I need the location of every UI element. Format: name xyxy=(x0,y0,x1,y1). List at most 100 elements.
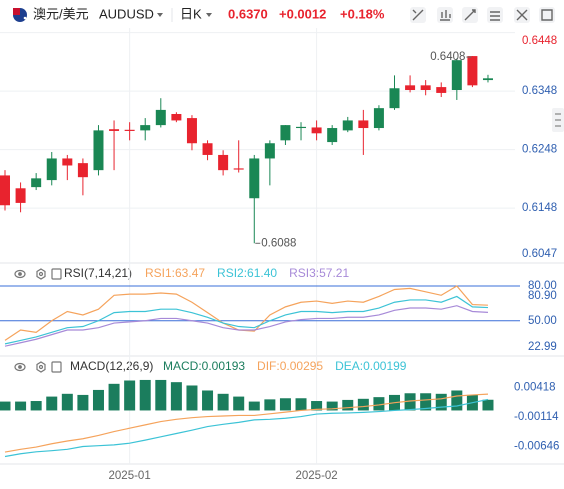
macd-bar xyxy=(92,389,104,411)
macd-bar xyxy=(451,390,463,411)
dropdown-arrow[interactable] xyxy=(157,13,163,17)
reference-label: 80.00 xyxy=(528,280,557,292)
x-tick-label: 2025-01 xyxy=(109,470,151,482)
candle-body xyxy=(233,168,244,170)
macd-icons[interactable] xyxy=(14,361,62,373)
candle-body xyxy=(436,87,447,93)
high-annotation: 0.6408 xyxy=(430,51,465,63)
candle-body xyxy=(327,128,338,143)
candle-body xyxy=(31,178,42,188)
macd-bar xyxy=(217,393,229,411)
legend-entry: RSI3:57.21 xyxy=(289,266,349,280)
y-tick-label: 0.6448 xyxy=(522,35,557,47)
macd-bar xyxy=(155,379,167,411)
tool-icon xyxy=(412,9,424,21)
macd-bar xyxy=(30,401,42,411)
macd-bar xyxy=(124,380,136,411)
macd-bar xyxy=(202,390,214,411)
candle-body xyxy=(202,143,213,155)
macd-bar xyxy=(295,398,307,411)
candle-body xyxy=(420,85,431,91)
reference-label: 50.00 xyxy=(528,315,557,327)
candle-body xyxy=(296,126,307,129)
tool-button[interactable] xyxy=(437,7,453,23)
rsi-line xyxy=(4,305,489,347)
toolbar xyxy=(410,7,555,23)
tool-icon xyxy=(490,11,500,21)
legend-entry: DIF:0.00295 xyxy=(257,359,323,373)
y-tick-label: 0.6047 xyxy=(522,248,557,260)
macd-bar xyxy=(46,396,58,411)
rsi-line xyxy=(4,295,489,345)
y-tick-label: -0.00646 xyxy=(514,440,559,452)
macd-bar xyxy=(186,385,198,411)
candle-body xyxy=(311,127,322,134)
rsi-icons[interactable] xyxy=(14,268,62,280)
y-tick-label: 22.99 xyxy=(528,341,557,353)
tool-button[interactable] xyxy=(539,7,555,23)
legend-entry: DEA:0.00199 xyxy=(335,359,407,373)
macd-bar xyxy=(264,399,276,411)
macd-bar xyxy=(435,393,447,411)
candle-body xyxy=(373,108,384,129)
candle-body xyxy=(155,109,166,126)
macd-bar xyxy=(233,396,245,411)
flag-icon xyxy=(13,8,27,22)
pair-name[interactable]: 澳元/美元 xyxy=(33,6,89,21)
macd-bar xyxy=(326,401,338,411)
dropdown-arrow[interactable] xyxy=(206,13,212,17)
candle-body xyxy=(140,125,151,131)
tool-icon xyxy=(464,9,476,21)
macd-bar xyxy=(108,383,120,411)
macd-bar xyxy=(482,399,494,411)
macd-bar xyxy=(404,393,416,411)
candle-body xyxy=(171,113,182,121)
macd-bar xyxy=(77,394,89,411)
macd-bar xyxy=(420,393,432,411)
candle-body xyxy=(264,143,275,159)
y-tick-label: 80.90 xyxy=(528,290,557,302)
macd-line xyxy=(4,393,489,453)
legend-entry: RSI2:61.40 xyxy=(217,266,277,280)
candle-body xyxy=(186,118,197,144)
macd-bar xyxy=(311,401,323,411)
macd-bar xyxy=(170,382,182,411)
macd-line xyxy=(4,398,489,458)
candle-body xyxy=(358,120,369,129)
macd-bar xyxy=(373,397,385,411)
macd-bar xyxy=(139,379,151,411)
low-annotation: 0.6088 xyxy=(261,237,296,249)
macd-bar xyxy=(0,401,11,411)
tool-icon xyxy=(440,10,451,21)
symbol[interactable]: AUDUSD xyxy=(99,6,154,21)
candle-body xyxy=(218,154,229,171)
candle-body xyxy=(280,125,291,141)
macd-bar xyxy=(15,401,27,411)
tool-button[interactable] xyxy=(487,7,503,23)
candle-body xyxy=(93,130,104,171)
x-tick-label: 2025-02 xyxy=(295,470,337,482)
candle-body xyxy=(482,78,493,81)
macd-bar xyxy=(342,399,354,411)
macd-bar xyxy=(357,398,369,411)
tool-icon xyxy=(541,9,553,21)
price-change: +0.0012 xyxy=(279,6,326,21)
candle-body xyxy=(77,163,88,178)
period[interactable]: 日K xyxy=(180,6,202,21)
candle-body xyxy=(109,129,120,131)
candle-body xyxy=(62,158,73,166)
y-tick-label: 0.00418 xyxy=(514,381,556,393)
candle-body xyxy=(451,60,462,91)
candle-body xyxy=(124,129,135,131)
tool-icon xyxy=(516,9,528,21)
candle-body xyxy=(0,175,10,206)
price-change-pct: +0.18% xyxy=(340,6,385,21)
side-button[interactable] xyxy=(552,108,564,132)
rsi-line xyxy=(4,285,489,341)
candle-body xyxy=(249,158,260,199)
rsi-title: RSI(7,14,21) xyxy=(64,266,132,280)
last-price: 0.6370 xyxy=(228,6,268,21)
y-tick-label: 0.6148 xyxy=(522,202,557,214)
